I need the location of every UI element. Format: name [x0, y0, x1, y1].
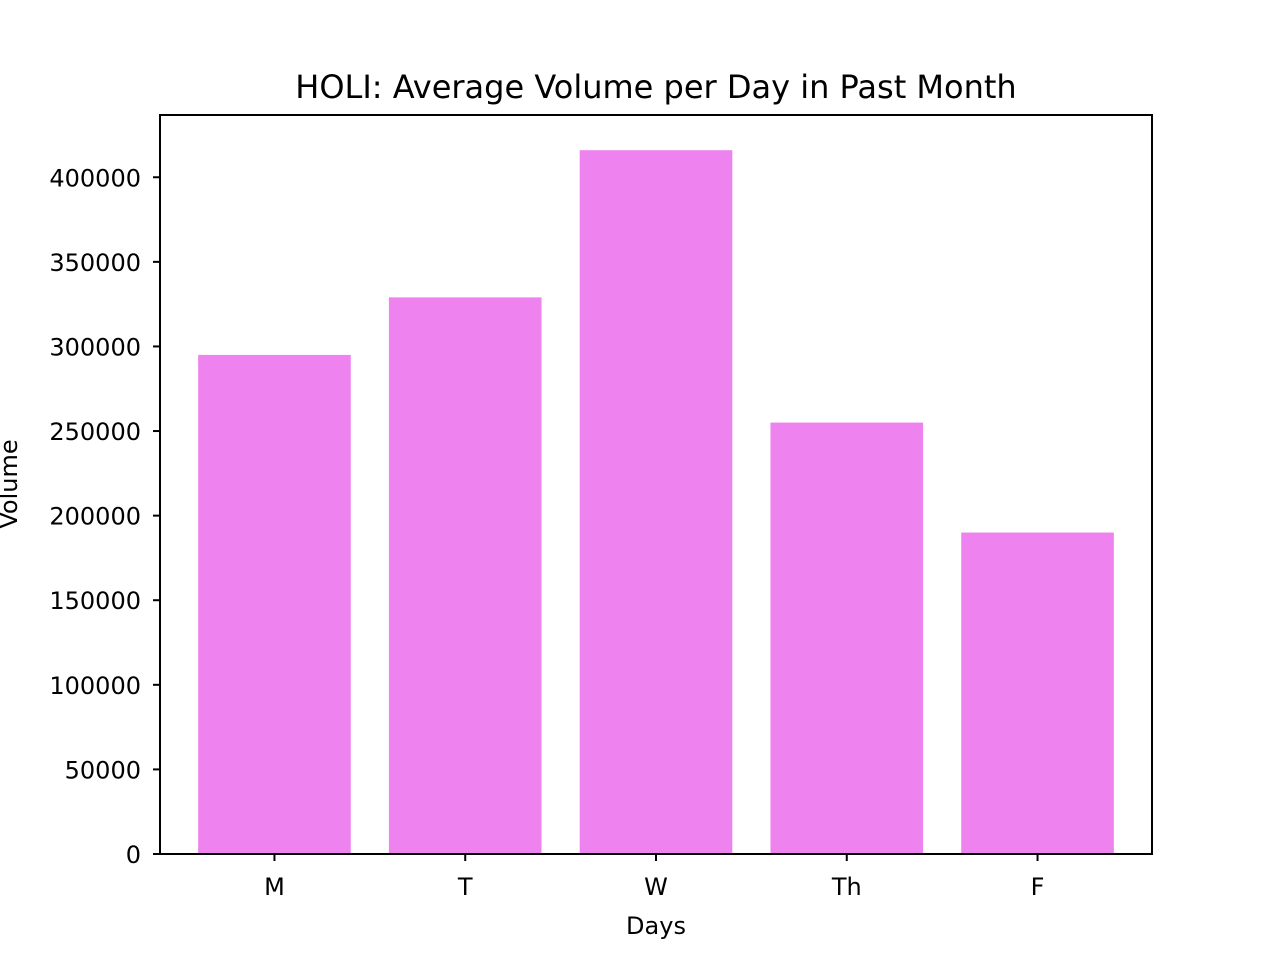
x-axis-label: Days: [626, 912, 686, 940]
y-tick-label: 150000: [49, 587, 141, 615]
bars-layer: [198, 150, 1114, 854]
y-tick-label: 50000: [65, 756, 141, 784]
x-tick-label: T: [457, 873, 473, 901]
y-tick-label: 100000: [49, 672, 141, 700]
x-tick-label: M: [264, 873, 285, 901]
y-tick-label: 250000: [49, 418, 141, 446]
y-axis-ticks: 0 50000 100000 150000 200000 250000 300000 3500…: [49, 164, 160, 869]
y-tick-label: 0: [126, 841, 141, 869]
x-tick-label: W: [644, 873, 668, 901]
y-tick-label: 200000: [49, 503, 141, 531]
bar-w: [579, 150, 733, 854]
y-tick-label: 300000: [49, 333, 141, 361]
bar-t: [388, 297, 542, 854]
y-tick-label: 350000: [49, 249, 141, 277]
bar-f: [961, 532, 1114, 854]
bar-m: [198, 354, 351, 854]
plot-frame: [159, 114, 1153, 855]
x-tick-label: F: [1031, 873, 1045, 901]
x-tick-label: Th: [831, 873, 862, 901]
y-axis-label: Volume: [0, 439, 23, 528]
bar-th: [770, 422, 924, 854]
x-axis-ticks: M T W Th F: [264, 854, 1044, 901]
chart-title: HOLI: Average Volume per Day in Past Mon…: [295, 68, 1016, 106]
y-tick-label: 400000: [49, 164, 141, 192]
